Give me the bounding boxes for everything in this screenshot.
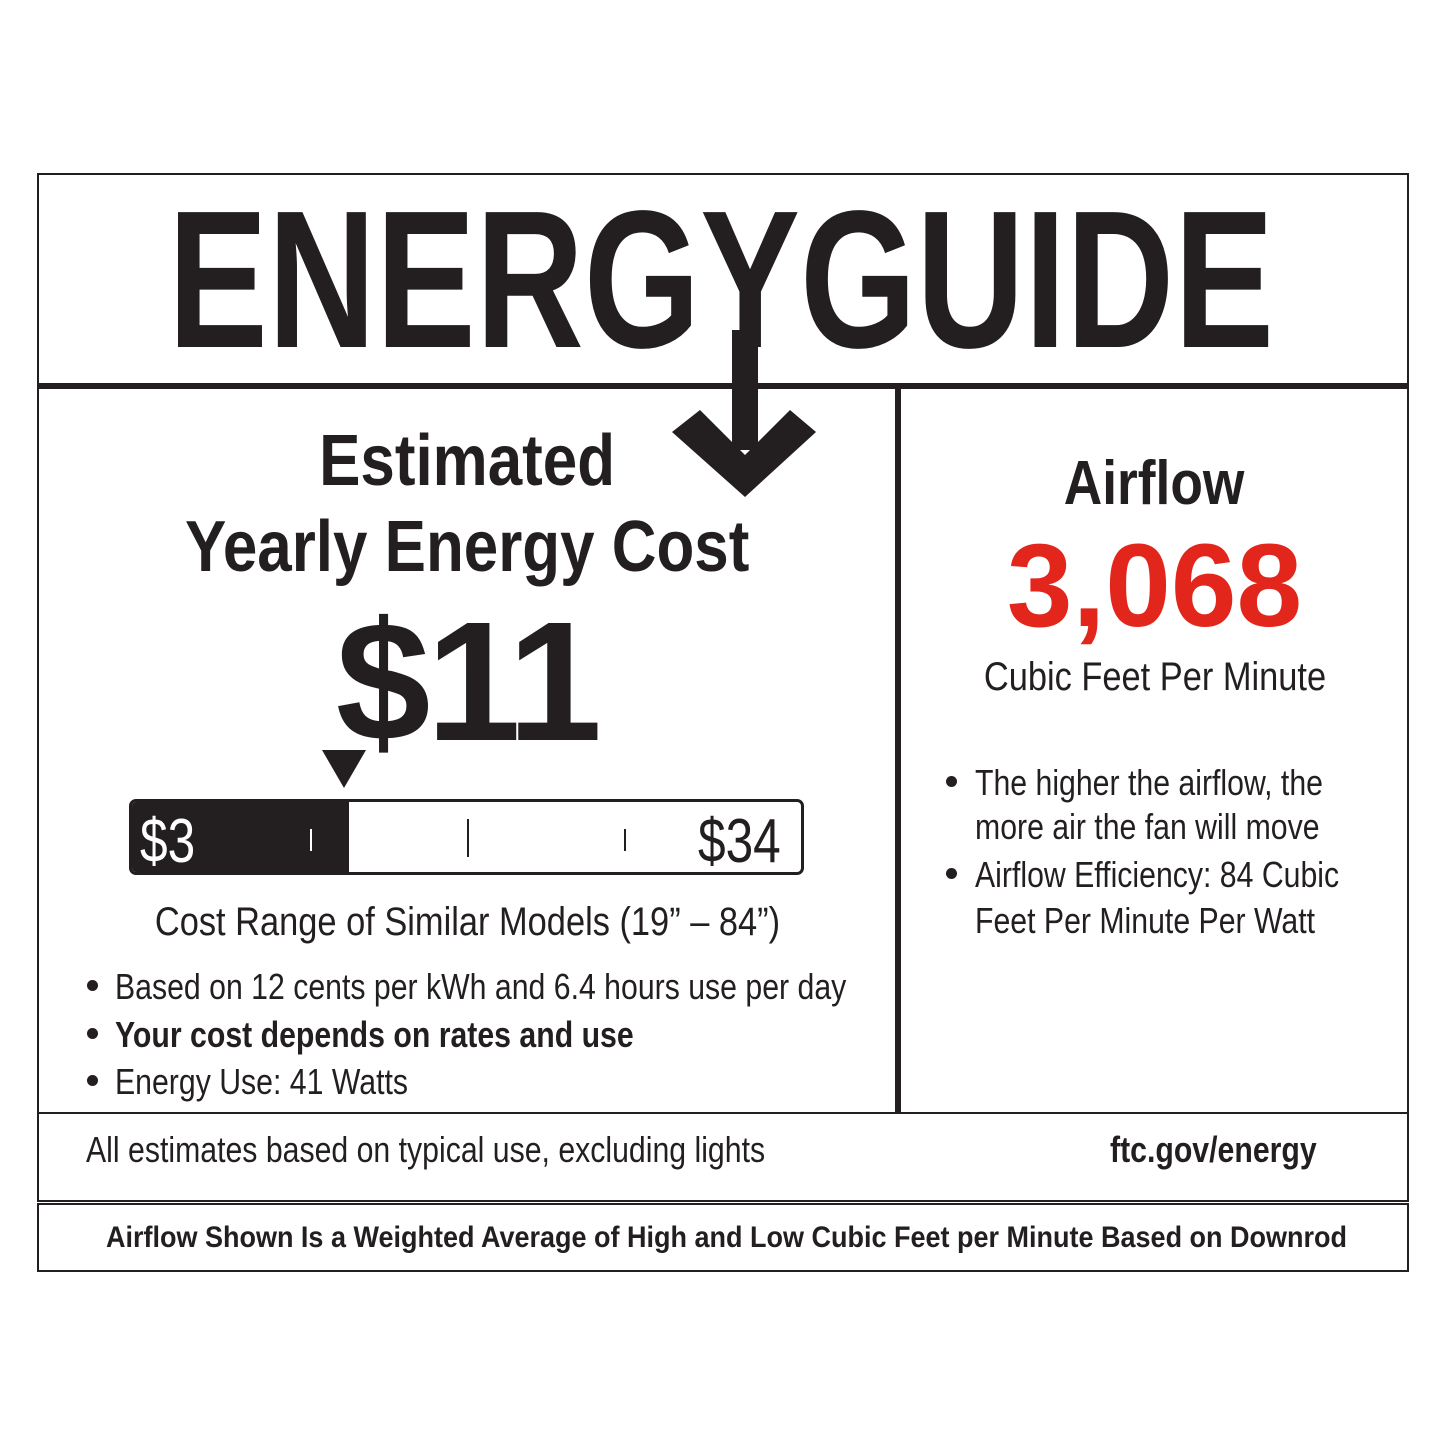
arrow-down-icon xyxy=(672,330,816,497)
cost-bullet-rates: Based on 12 cents per kWh and 6.4 hours … xyxy=(115,966,847,1007)
disclaimer-text: Airflow Shown Is a Weighted Average of H… xyxy=(105,1221,1348,1254)
airflow-bullet-1-line2: more air the fan will move xyxy=(975,806,1320,847)
cost-marker-icon xyxy=(322,750,366,788)
cost-bullet-depends: Your cost depends on rates and use xyxy=(115,1014,634,1055)
cost-bullet-energy-use: Energy Use: 41 Watts xyxy=(115,1061,409,1102)
cost-heading-line1: Estimated xyxy=(319,421,615,501)
airflow-value: 3,068 xyxy=(1006,520,1303,652)
bullet-icon xyxy=(946,868,957,879)
title-divider xyxy=(37,383,1409,389)
airflow-bullet-2-line1: Airflow Efficiency: 84 Cubic xyxy=(975,854,1340,895)
airflow-heading: Airflow xyxy=(1064,449,1245,518)
energyguide-title: ENERGYGUIDE xyxy=(168,170,1274,389)
footer-note: All estimates based on typical use, excl… xyxy=(86,1129,766,1170)
cost-range-bar: $3 $34 xyxy=(129,799,804,875)
yearly-cost-value: $11 xyxy=(335,587,602,777)
range-tick xyxy=(467,819,469,857)
range-min-label: $3 xyxy=(140,807,196,875)
ftc-link[interactable]: ftc.gov/energy xyxy=(1110,1129,1317,1170)
disclaimer-box xyxy=(37,1203,1409,1272)
range-tick xyxy=(310,829,312,851)
airflow-bullet-1-line1: The higher the airflow, the xyxy=(975,762,1323,803)
energyguide-logo: ENERGYGUIDE xyxy=(168,170,1274,497)
cost-heading-line2: Yearly Energy Cost xyxy=(184,507,750,587)
bullet-icon xyxy=(87,1075,98,1086)
airflow-bullet-2-line2: Feet Per Minute Per Watt xyxy=(975,900,1316,941)
bullet-icon xyxy=(87,980,98,991)
energy-guide-label xyxy=(37,173,1409,1202)
cost-range-fill xyxy=(132,802,349,872)
range-tick xyxy=(624,829,626,851)
range-max-label: $34 xyxy=(698,807,781,875)
footer-divider xyxy=(37,1112,1409,1114)
bullet-icon xyxy=(87,1028,98,1039)
column-divider xyxy=(895,389,901,1114)
bullet-icon xyxy=(946,776,957,787)
cost-range-caption: Cost Range of Similar Models (19” – 84”) xyxy=(154,900,780,944)
airflow-unit: Cubic Feet Per Minute xyxy=(983,655,1326,699)
